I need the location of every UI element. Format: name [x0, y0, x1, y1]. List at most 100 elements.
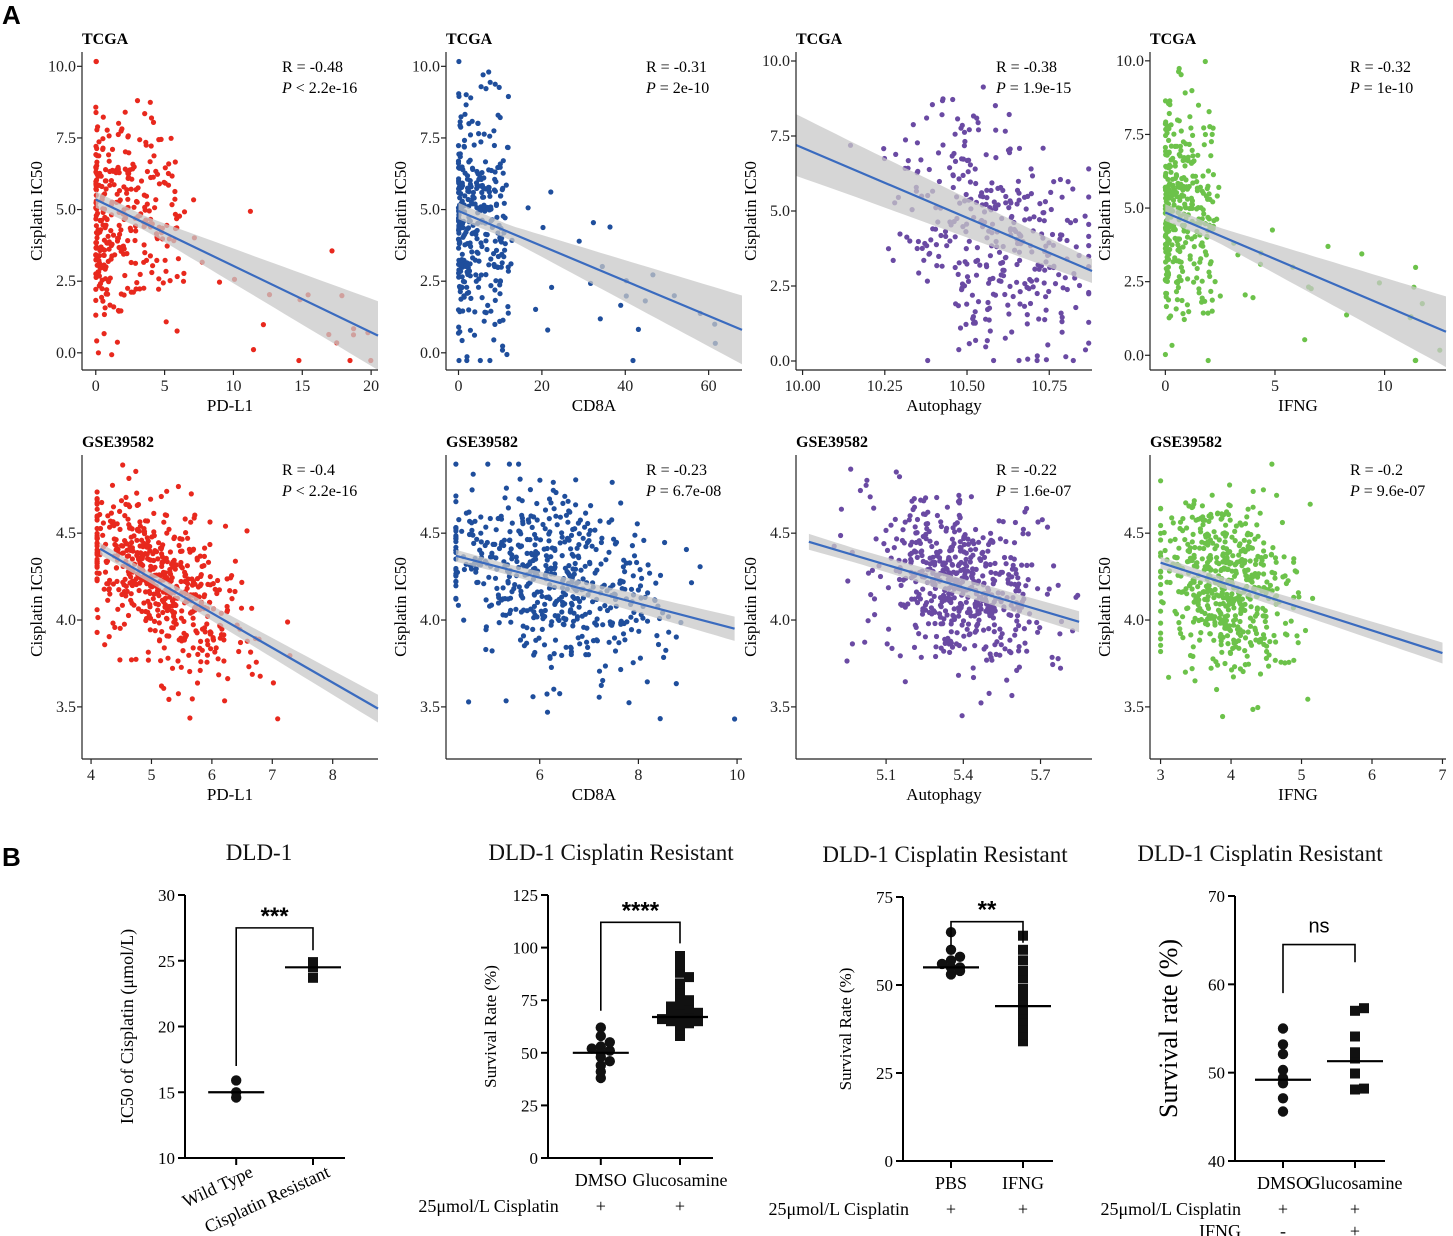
data-point: [1325, 243, 1331, 249]
data-point: [618, 578, 625, 584]
data-point: [151, 618, 158, 625]
data-point: [94, 570, 100, 576]
data-point: [635, 326, 642, 332]
data-point: [503, 182, 509, 188]
data-point: [208, 646, 214, 652]
y-tick-label: 10.0: [1116, 53, 1144, 70]
data-point: [1231, 622, 1237, 628]
panel-label-a: A: [2, 0, 21, 30]
data-point: [925, 621, 932, 627]
data-point: [108, 241, 114, 247]
data-point: [576, 238, 582, 244]
data-point: [1014, 279, 1020, 285]
data-point: [500, 158, 506, 164]
data-point: [491, 142, 497, 149]
data-point: [102, 642, 108, 648]
data-point: [1170, 191, 1176, 197]
data-point: [542, 613, 548, 620]
group-0-points: [231, 1075, 242, 1103]
data-point: [618, 500, 624, 506]
data-point: [147, 99, 153, 105]
data-point: [100, 298, 106, 304]
data-point: [991, 199, 997, 205]
data-point: [606, 549, 612, 555]
data-point: [144, 544, 150, 550]
data-point: [1164, 152, 1170, 158]
data-point: [1003, 200, 1009, 206]
data-point: [1187, 253, 1193, 259]
data-point: [483, 238, 489, 244]
data-point: [553, 513, 559, 519]
data-point: [1059, 314, 1065, 320]
data-point: [201, 553, 207, 560]
data-point: [1046, 288, 1052, 295]
data-point: [133, 187, 139, 193]
data-point: [461, 137, 468, 143]
data-point: [955, 271, 961, 277]
data-point: [584, 639, 590, 645]
data-point: [570, 526, 576, 533]
data-point: [474, 236, 480, 242]
data-point: [1190, 132, 1196, 138]
data-point: [458, 262, 464, 268]
data-point: [484, 539, 490, 546]
data-point: [1018, 1015, 1028, 1026]
data-point: [185, 576, 191, 582]
data-point: [1025, 193, 1031, 199]
data-point: [1162, 547, 1168, 554]
data-point: [563, 512, 570, 518]
data-point: [1003, 254, 1009, 260]
data-point: [130, 166, 136, 172]
data-point: [118, 227, 124, 233]
data-point: [1018, 997, 1028, 1008]
data-point: [592, 570, 598, 576]
data-point: [1186, 549, 1192, 555]
data-point: [567, 608, 574, 614]
data-point: [1189, 666, 1195, 672]
data-point: [1165, 240, 1171, 246]
p-value: P = 2e-10: [645, 80, 709, 97]
data-point: [684, 972, 694, 983]
data-point: [1222, 539, 1228, 545]
data-point: [492, 176, 498, 182]
data-point: [1224, 550, 1230, 557]
data-point: [1175, 180, 1181, 186]
data-point: [981, 646, 987, 652]
data-point: [136, 587, 142, 594]
y-tick-label: 125: [513, 886, 539, 905]
data-point: [606, 639, 612, 645]
data-point: [1042, 317, 1048, 323]
data-point: [1158, 550, 1164, 556]
data-point: [609, 620, 616, 626]
data-point: [1175, 284, 1181, 291]
data-point: [609, 479, 615, 485]
data-point: [865, 570, 872, 576]
data-point: [867, 494, 873, 500]
condition-mark: +: [675, 1196, 685, 1216]
data-point: [147, 627, 153, 633]
data-point: [965, 169, 971, 175]
data-point: [957, 514, 963, 521]
data-point: [1016, 648, 1022, 654]
data-point: [969, 292, 976, 298]
data-point: [666, 1009, 676, 1020]
data-point: [511, 586, 517, 592]
data-point: [229, 573, 235, 579]
data-point: [166, 161, 172, 167]
data-point: [953, 641, 960, 647]
data-point: [123, 494, 129, 500]
data-point: [1002, 291, 1008, 298]
data-point: [494, 214, 500, 220]
data-point: [871, 596, 878, 602]
data-point: [908, 556, 914, 563]
data-point: [1016, 644, 1022, 650]
data-point: [901, 540, 907, 546]
data-point: [102, 305, 108, 311]
significance-bracket: [235, 927, 314, 1066]
data-point: [216, 587, 222, 593]
data-point: [987, 276, 993, 282]
data-point: [204, 659, 210, 665]
data-point: [998, 278, 1004, 284]
data-point: [1016, 145, 1023, 151]
